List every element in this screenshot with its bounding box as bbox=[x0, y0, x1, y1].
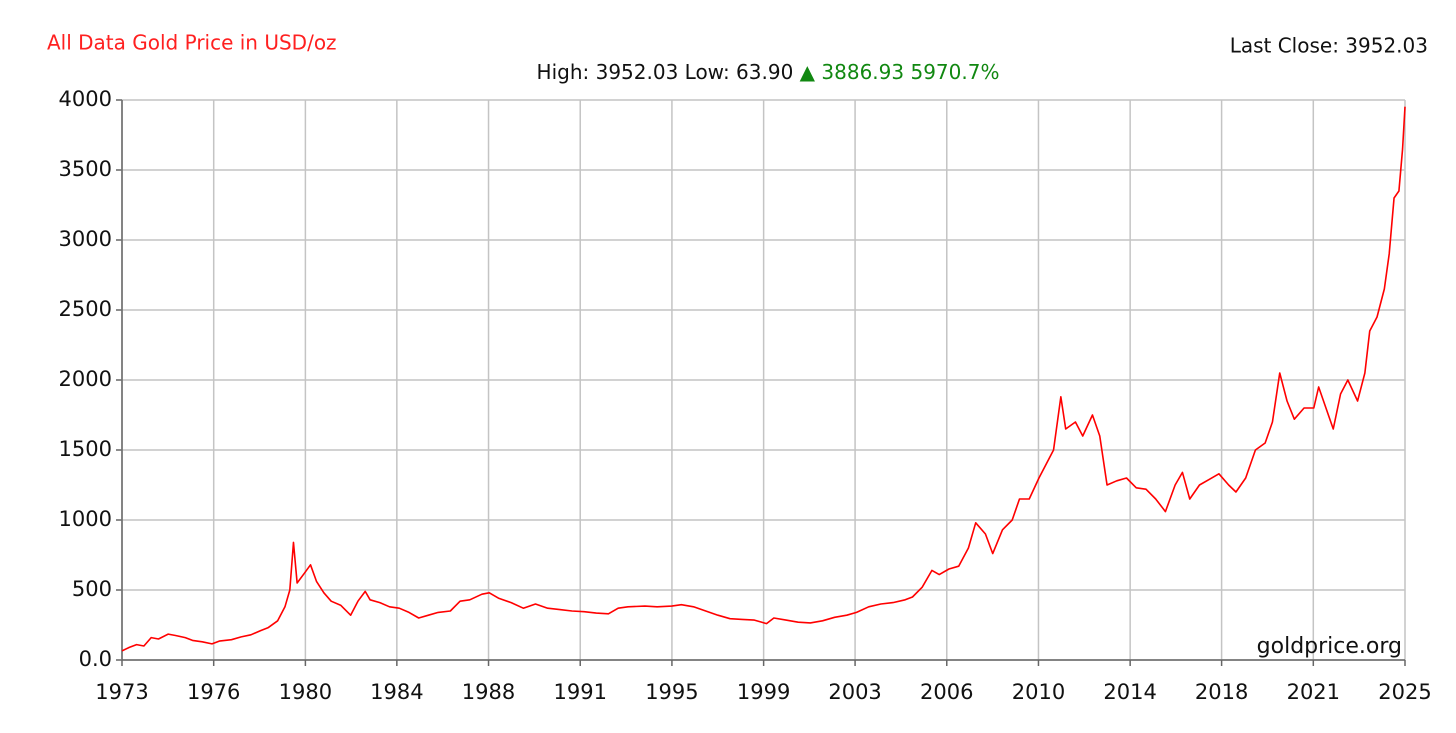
plot bbox=[121, 106, 1406, 652]
y-tick-label: 0.0 bbox=[79, 647, 112, 671]
y-tick-label: 3500 bbox=[59, 157, 112, 181]
y-tick-label: 2500 bbox=[59, 297, 112, 321]
y-tick-label: 500 bbox=[72, 577, 112, 601]
x-tick-label: 2018 bbox=[1195, 680, 1248, 704]
summary-high-low: High: 3952.03 Low: 63.90 bbox=[537, 60, 794, 84]
x-tick-label: 2021 bbox=[1287, 680, 1340, 704]
y-tick-label: 4000 bbox=[59, 87, 112, 111]
x-tick-label: 1984 bbox=[370, 680, 423, 704]
summary-change: ▲ 3886.93 5970.7% bbox=[800, 60, 1000, 84]
x-tick-label: 1973 bbox=[95, 680, 148, 704]
x-tick-label: 2014 bbox=[1103, 680, 1156, 704]
chart-title: All Data Gold Price in USD/oz bbox=[47, 31, 337, 55]
x-tick-label: 1976 bbox=[187, 680, 240, 704]
x-tick-label: 1995 bbox=[645, 680, 698, 704]
last-close: Last Close: 3952.03 bbox=[1230, 34, 1428, 58]
x-tick-label: 2025 bbox=[1378, 680, 1431, 704]
x-tick-label: 2003 bbox=[828, 680, 881, 704]
grid: 0.0 500 1000 1500 2000 2500 3000 3500 4000 1973 19… bbox=[59, 87, 1432, 704]
y-tick-label: 1500 bbox=[59, 437, 112, 461]
watermark: goldprice.org bbox=[1257, 634, 1402, 659]
x-tick-label: 2006 bbox=[920, 680, 973, 704]
y-tick-label: 3000 bbox=[59, 227, 112, 251]
x-tick-label: 1980 bbox=[279, 680, 332, 704]
x-tick-label: 1991 bbox=[554, 680, 607, 704]
x-tick-label: 2010 bbox=[1012, 680, 1065, 704]
y-tick-label: 2000 bbox=[59, 367, 112, 391]
x-tick-label: 1988 bbox=[462, 680, 515, 704]
price-line bbox=[121, 106, 1406, 652]
x-tick-label: 1999 bbox=[737, 680, 790, 704]
summary: High: 3952.03 Low: 63.90 ▲ 3886.93 5970.… bbox=[537, 60, 1000, 84]
y-tick-label: 1000 bbox=[59, 507, 112, 531]
